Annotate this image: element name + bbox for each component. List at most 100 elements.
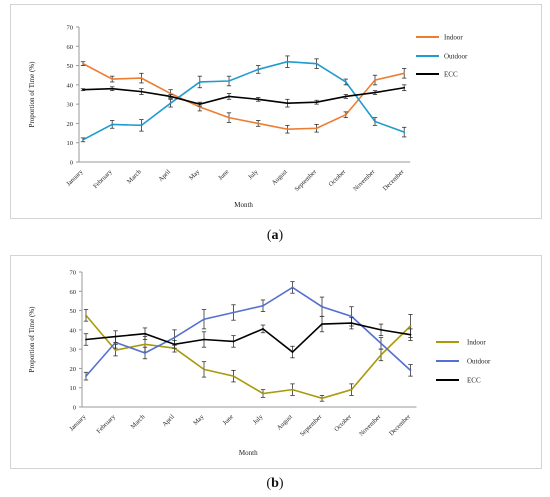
data-point-outdoor-a — [374, 120, 376, 123]
data-point-outdoor-b — [409, 369, 412, 372]
x-tick-label-a: September — [293, 168, 318, 193]
series-ecc-a — [80, 84, 407, 108]
data-point-ecc-a — [374, 91, 376, 94]
y-tick-label-a: 30 — [67, 102, 74, 109]
y-tick-label-a: 0 — [70, 160, 73, 167]
y-tick-label-b: 70 — [70, 270, 77, 277]
data-point-indoor-a — [82, 62, 84, 65]
data-point-outdoor-a — [82, 138, 84, 141]
y-tick-label-a: 10 — [67, 140, 74, 147]
y-tick-label-a: 50 — [67, 63, 74, 70]
plot-area-b: 0 10 20 30 40 50 60 70 January February March April… — [28, 270, 491, 458]
data-point-indoor-a — [403, 72, 406, 75]
y-tick-label-a: 40 — [67, 82, 74, 89]
data-point-outdoor-b — [144, 352, 146, 354]
data-point-ecc-a — [315, 101, 318, 104]
data-point-ecc-b — [291, 351, 294, 353]
legend-label-ecc-b: ECC — [467, 377, 481, 385]
chart-panel-b: 0 10 20 30 40 50 60 70 January February March April… — [10, 255, 542, 469]
data-point-indoor-a — [344, 113, 347, 116]
y-tick-label-a: 70 — [67, 25, 74, 32]
legend-label-outdoor-a: Outdoor — [444, 53, 468, 61]
data-point-ecc-b — [232, 340, 235, 343]
series-ecc-b — [83, 315, 413, 359]
series-line-outdoor-b — [85, 286, 412, 377]
data-point-ecc-a — [169, 95, 172, 98]
data-point-indoor-b — [232, 375, 235, 378]
x-tick-label-b: April — [161, 413, 176, 428]
data-point-indoor-b — [144, 343, 146, 346]
x-tick-label-b: June — [222, 413, 235, 426]
data-point-outdoor-a — [198, 81, 201, 83]
x-tick-label-b: November — [358, 413, 383, 438]
data-point-outdoor-a — [257, 68, 260, 71]
data-point-indoor-b — [262, 392, 264, 395]
data-point-outdoor-b — [203, 318, 205, 321]
data-point-outdoor-a — [403, 131, 406, 134]
caption-a-label: a — [271, 228, 279, 243]
caption-b-label: b — [271, 476, 279, 491]
x-tick-label-b: October — [333, 413, 353, 433]
data-point-indoor-a — [169, 92, 172, 95]
data-point-outdoor-b — [85, 375, 87, 378]
x-tick-label-b: February — [95, 413, 117, 435]
data-point-outdoor-b — [321, 305, 323, 308]
series-line-indoor-a — [82, 62, 405, 131]
data-point-indoor-b — [114, 349, 117, 352]
data-point-outdoor-a — [228, 80, 230, 82]
data-point-outdoor-a — [169, 102, 172, 105]
x-tick-label-a: June — [217, 168, 230, 181]
x-tick-label-b: December — [388, 413, 412, 437]
data-point-ecc-a — [198, 103, 201, 106]
y-tick-label-a: 20 — [67, 121, 74, 128]
data-point-ecc-b — [114, 335, 117, 338]
x-tick-label-a: February — [92, 168, 114, 190]
legend-label-indoor-a: Indoor — [444, 34, 463, 42]
data-point-ecc-b — [262, 327, 264, 330]
line-chart-a: 0 10 20 30 40 50 60 70 January February March April… — [28, 25, 468, 210]
data-point-outdoor-a — [315, 62, 318, 65]
x-tick-label-a: January — [65, 168, 85, 188]
y-tick-label-a: 60 — [67, 44, 74, 51]
data-point-ecc-a — [286, 102, 289, 105]
x-tick-label-a: August — [271, 168, 289, 186]
data-point-indoor-a — [111, 78, 114, 80]
data-point-indoor-a — [257, 122, 260, 125]
y-axis-title-a: Proportion of Time (%) — [28, 61, 36, 128]
y-tick-label-b: 60 — [70, 289, 77, 296]
x-tick-label-b: September — [299, 413, 324, 438]
series-outdoor-a — [80, 55, 407, 143]
data-point-ecc-b — [203, 338, 205, 341]
chart-panel-a: 0 10 20 30 40 50 60 70 January February March April… — [10, 4, 542, 219]
data-point-outdoor-b — [262, 304, 264, 307]
series-indoor-b — [83, 309, 413, 402]
y-axis-title-b: Proportion of Time (%) — [28, 306, 36, 373]
legend-label-outdoor-b: Outdoor — [467, 358, 491, 366]
x-tick-label-b: March — [129, 413, 146, 430]
data-point-ecc-a — [228, 95, 230, 98]
caption-b: (b) — [266, 476, 284, 491]
x-tick-label-a: May — [188, 168, 202, 182]
data-point-outdoor-b — [350, 315, 353, 318]
series-line-indoor-b — [85, 314, 412, 400]
data-point-indoor-a — [315, 127, 318, 130]
x-axis-title-b: Month — [239, 449, 258, 457]
data-point-indoor-b — [203, 368, 205, 371]
data-point-indoor-b — [291, 388, 294, 391]
data-point-ecc-a — [344, 95, 347, 98]
x-tick-label-a: December — [382, 168, 406, 192]
series-line-outdoor-a — [82, 60, 405, 141]
data-point-outdoor-b — [380, 342, 382, 345]
data-point-outdoor-a — [111, 123, 114, 126]
x-tick-label-b: July — [252, 413, 265, 426]
data-point-outdoor-b — [291, 286, 294, 289]
data-point-ecc-a — [111, 87, 114, 90]
y-tick-label-b: 0 — [73, 405, 76, 412]
legend-label-indoor-b: Indoor — [467, 339, 486, 347]
data-point-indoor-b — [380, 354, 382, 356]
data-point-outdoor-b — [232, 311, 235, 314]
data-point-indoor-a — [374, 79, 376, 81]
line-chart-b: 0 10 20 30 40 50 60 70 January February March April… — [28, 270, 491, 458]
data-point-ecc-b — [144, 332, 146, 335]
x-tick-label-a: November — [352, 168, 377, 193]
